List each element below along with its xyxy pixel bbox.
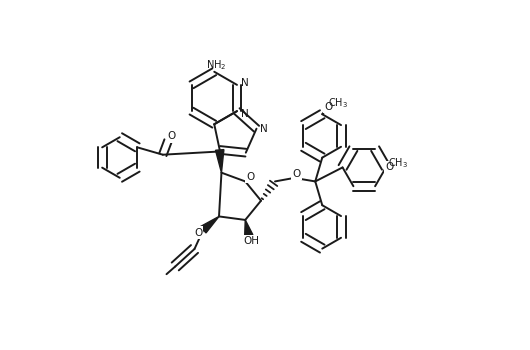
Text: O: O (246, 172, 254, 182)
Text: O: O (194, 228, 202, 238)
Text: O: O (292, 169, 301, 179)
Text: NH$_2$: NH$_2$ (206, 58, 226, 72)
Polygon shape (245, 220, 253, 237)
Text: N: N (260, 124, 268, 134)
Text: O: O (167, 132, 175, 141)
Text: CH$_3$: CH$_3$ (388, 156, 408, 170)
Text: O: O (324, 102, 333, 112)
Text: O: O (385, 162, 394, 172)
Text: N: N (241, 109, 249, 119)
Text: OH: OH (244, 236, 260, 246)
Text: CH$_3$: CH$_3$ (328, 96, 348, 110)
Polygon shape (216, 149, 224, 173)
Polygon shape (200, 216, 219, 233)
Text: N: N (216, 151, 224, 161)
Text: N: N (241, 78, 249, 88)
